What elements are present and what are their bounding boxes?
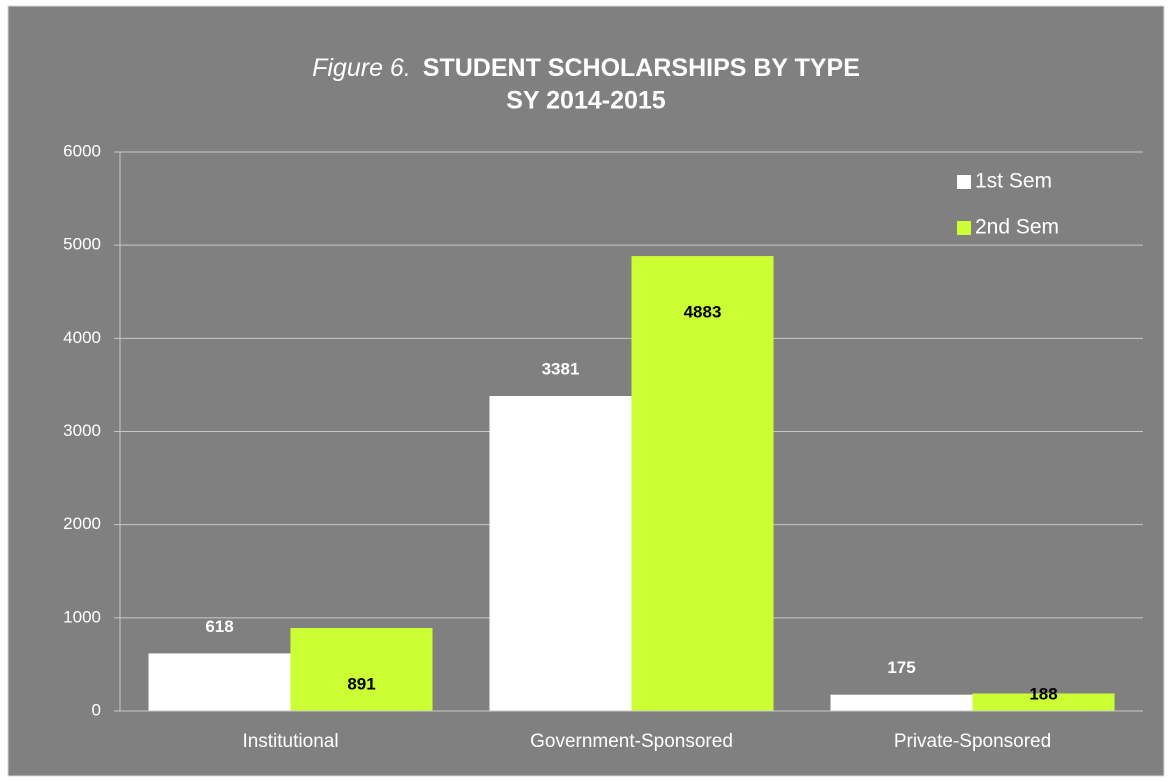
x-tick-label: Private-Sponsored (894, 731, 1051, 752)
y-tick-label: 5000 (63, 235, 101, 254)
legend-swatch (957, 175, 971, 189)
y-tick-label: 6000 (63, 141, 101, 160)
y-tick-label: 1000 (63, 607, 101, 626)
data-label: 618 (205, 617, 233, 636)
bar (290, 627, 433, 711)
data-label: 891 (347, 674, 375, 693)
legend-label: 1st Sem (975, 170, 1052, 193)
legend-swatch (957, 221, 971, 235)
y-tick-label: 3000 (63, 421, 101, 440)
x-tick-label: Government-Sponsored (530, 731, 733, 752)
data-label: 175 (887, 658, 915, 677)
bar (830, 694, 973, 711)
chart-title: Figure 6. STUDENT SCHOLARSHIPS BY TYPE (312, 54, 860, 82)
data-label: 4883 (684, 303, 722, 322)
bar (148, 653, 291, 711)
y-tick-label: 4000 (63, 328, 101, 347)
bar (972, 693, 1115, 711)
data-label: 3381 (542, 359, 580, 378)
data-label: 188 (1029, 684, 1057, 703)
bar (489, 396, 632, 711)
chart-subtitle: SY 2014-2015 (506, 87, 665, 115)
legend-label: 2nd Sem (975, 216, 1059, 239)
title-main: STUDENT SCHOLARSHIPS BY TYPE (423, 54, 860, 82)
x-tick-label: Institutional (242, 731, 338, 752)
y-tick-label: 0 (92, 700, 101, 719)
y-tick-label: 2000 (63, 514, 101, 533)
title-prefix: Figure 6. (312, 54, 411, 82)
bar (631, 256, 774, 711)
